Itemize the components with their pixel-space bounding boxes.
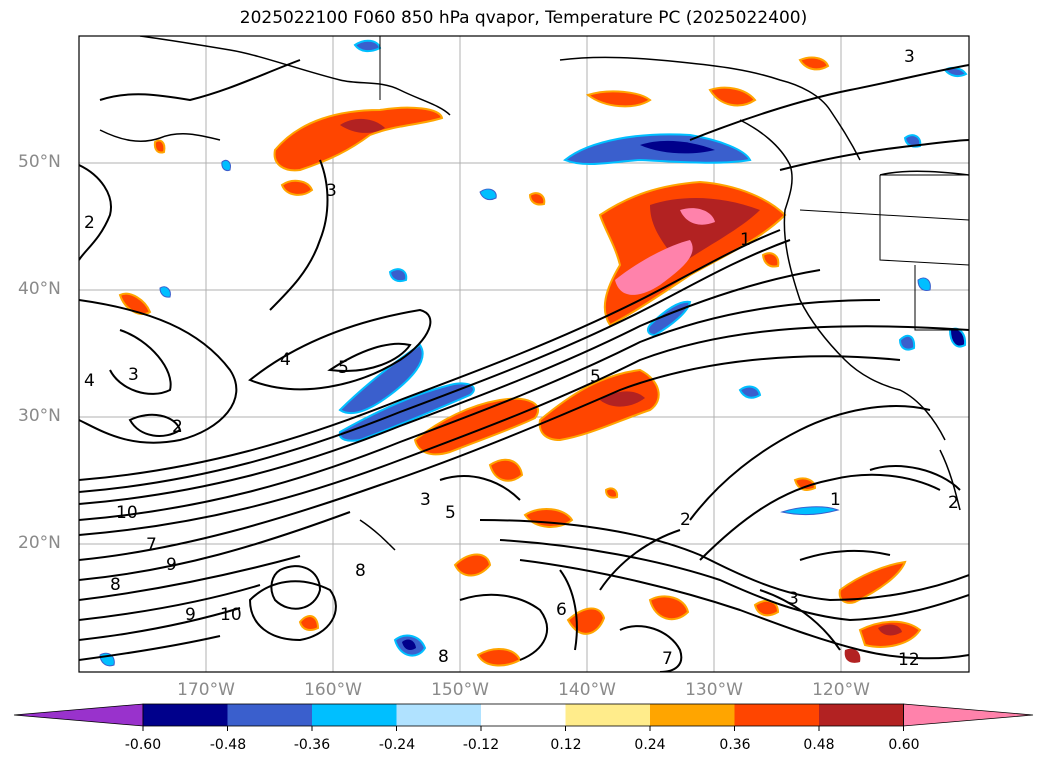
- contour-label: 3: [128, 365, 139, 385]
- contour-label: 2: [680, 510, 691, 530]
- qvapor-positive-fill: [118, 56, 922, 667]
- lon-label: 140°W: [558, 680, 616, 700]
- contour-label: 8: [355, 561, 366, 581]
- contour-label: 6: [556, 600, 567, 620]
- lat-label: 40°N: [18, 279, 61, 299]
- colorbar-bin: [396, 704, 482, 726]
- lon-label: 120°W: [812, 680, 870, 700]
- colorbar-tick-label: 0.12: [550, 737, 582, 753]
- contour-label: 2: [84, 213, 95, 233]
- contour-label: 5: [338, 358, 349, 378]
- contour-label: 3: [904, 47, 915, 67]
- contour-label: 9: [185, 605, 196, 625]
- map-frame: [78, 35, 970, 673]
- borders: [379, 36, 969, 331]
- contour-label: 1: [830, 490, 841, 510]
- colorbar-bin: [227, 704, 313, 726]
- contour-label: 9: [166, 555, 177, 575]
- figure-title: 2025022100 F060 850 hPa qvapor, Temperat…: [239, 8, 808, 28]
- lon-label: 160°W: [304, 680, 362, 700]
- lon-label: 150°W: [431, 680, 489, 700]
- contour-label: 7: [146, 535, 157, 555]
- contour-label: 4: [84, 371, 95, 391]
- contour-label: 4: [280, 350, 291, 370]
- colorbar-bin: [312, 704, 397, 726]
- contour-label: 10: [116, 503, 138, 523]
- map-background: [79, 36, 969, 672]
- contour-label: 8: [438, 647, 449, 667]
- lon-label: 170°W: [177, 680, 235, 700]
- colorbar-bin: [650, 704, 735, 726]
- colorbar-frame: [142, 703, 904, 727]
- contour-label: 3: [788, 589, 799, 609]
- contour-label: 3: [420, 490, 431, 510]
- contour-label: 7: [662, 649, 673, 669]
- temperature-contours: [79, 59, 969, 672]
- colorbar-extend-high: [903, 703, 1034, 727]
- colorbar-tick-label: -0.24: [378, 737, 416, 753]
- coastline: [99, 36, 969, 551]
- lat-label: 50°N: [18, 152, 61, 172]
- colorbar-bin: [481, 704, 566, 726]
- contour-label: 5: [445, 503, 456, 523]
- lon-label: 130°W: [685, 680, 743, 700]
- contour-label: 8: [110, 575, 121, 595]
- colorbar-bin: [143, 704, 228, 726]
- contour-label: 1: [740, 230, 751, 250]
- qvapor-negative-fill: [99, 39, 968, 667]
- colorbar-bin: [819, 704, 904, 726]
- lat-label: 20°N: [18, 533, 61, 553]
- colorbar-tick-label: -0.12: [462, 737, 500, 753]
- colorbar-tick-label: -0.36: [293, 737, 331, 753]
- contour-label: 10: [220, 605, 242, 625]
- colorbar-bin: [565, 704, 651, 726]
- colorbar-extend-low: [13, 703, 144, 727]
- lat-label: 30°N: [18, 406, 61, 426]
- colorbar-tick-label: 0.36: [719, 737, 751, 753]
- colorbar-tick-label: 0.24: [634, 737, 666, 753]
- contour-label: 5: [590, 367, 601, 387]
- colorbar-tick-label: -0.48: [209, 737, 247, 753]
- contour-label: 3: [326, 181, 337, 201]
- contour-label: 2: [948, 493, 959, 513]
- colorbar-tick-label: -0.60: [124, 737, 162, 753]
- contour-label: 2: [172, 417, 183, 437]
- contour-label: 12: [898, 650, 920, 670]
- colorbar: [13, 703, 1034, 731]
- contour-labels: 3 2 3 1 4 3 2 5 4 10 7 9 8 6 10 9 8 5 3 …: [84, 47, 959, 670]
- colorbar-tick-label: 0.60: [888, 737, 920, 753]
- colorbar-tick-label: 0.48: [803, 737, 835, 753]
- colorbar-bin: [734, 704, 820, 726]
